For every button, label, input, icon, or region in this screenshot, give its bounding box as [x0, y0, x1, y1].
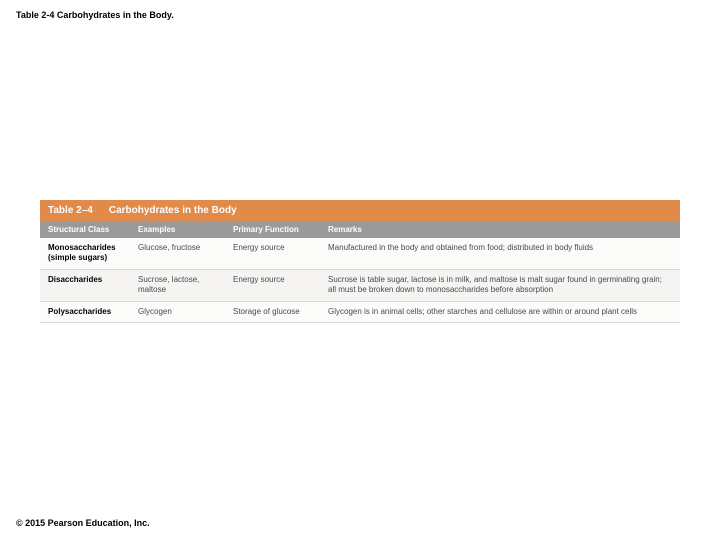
- cell-remarks: Glycogen is in animal cells; other starc…: [320, 301, 680, 322]
- cell-remarks: Sucrose is table sugar, lactose is in mi…: [320, 269, 680, 301]
- cell-remarks: Manufactured in the body and obtained fr…: [320, 238, 680, 269]
- table-number: Table 2–4: [48, 205, 93, 216]
- cell-structural-class: Polysaccharides: [40, 301, 130, 322]
- cell-primary-function: Energy source: [225, 238, 320, 269]
- table-title-bar: Table 2–4 Carbohydrates in the Body: [40, 200, 680, 221]
- cell-structural-class: Monosaccharides (simple sugars): [40, 238, 130, 269]
- col-examples: Examples: [130, 221, 225, 238]
- table-title: Carbohydrates in the Body: [109, 205, 237, 216]
- carbohydrates-table: Structural Class Examples Primary Functi…: [40, 221, 680, 323]
- cell-examples: Sucrose, lactose, maltose: [130, 269, 225, 301]
- table-row: Disaccharides Sucrose, lactose, maltose …: [40, 269, 680, 301]
- copyright-text: © 2015 Pearson Education, Inc.: [16, 518, 150, 528]
- table-row: Polysaccharides Glycogen Storage of gluc…: [40, 301, 680, 322]
- col-structural-class: Structural Class: [40, 221, 130, 238]
- table-container: Table 2–4 Carbohydrates in the Body Stru…: [40, 200, 680, 323]
- cell-primary-function: Energy source: [225, 269, 320, 301]
- cell-examples: Glucose, fructose: [130, 238, 225, 269]
- table-caption: Table 2-4 Carbohydrates in the Body.: [16, 10, 174, 20]
- cell-primary-function: Storage of glucose: [225, 301, 320, 322]
- cell-structural-class: Disaccharides: [40, 269, 130, 301]
- col-primary-function: Primary Function: [225, 221, 320, 238]
- table-row: Monosaccharides (simple sugars) Glucose,…: [40, 238, 680, 269]
- col-remarks: Remarks: [320, 221, 680, 238]
- cell-examples: Glycogen: [130, 301, 225, 322]
- table-header-row: Structural Class Examples Primary Functi…: [40, 221, 680, 238]
